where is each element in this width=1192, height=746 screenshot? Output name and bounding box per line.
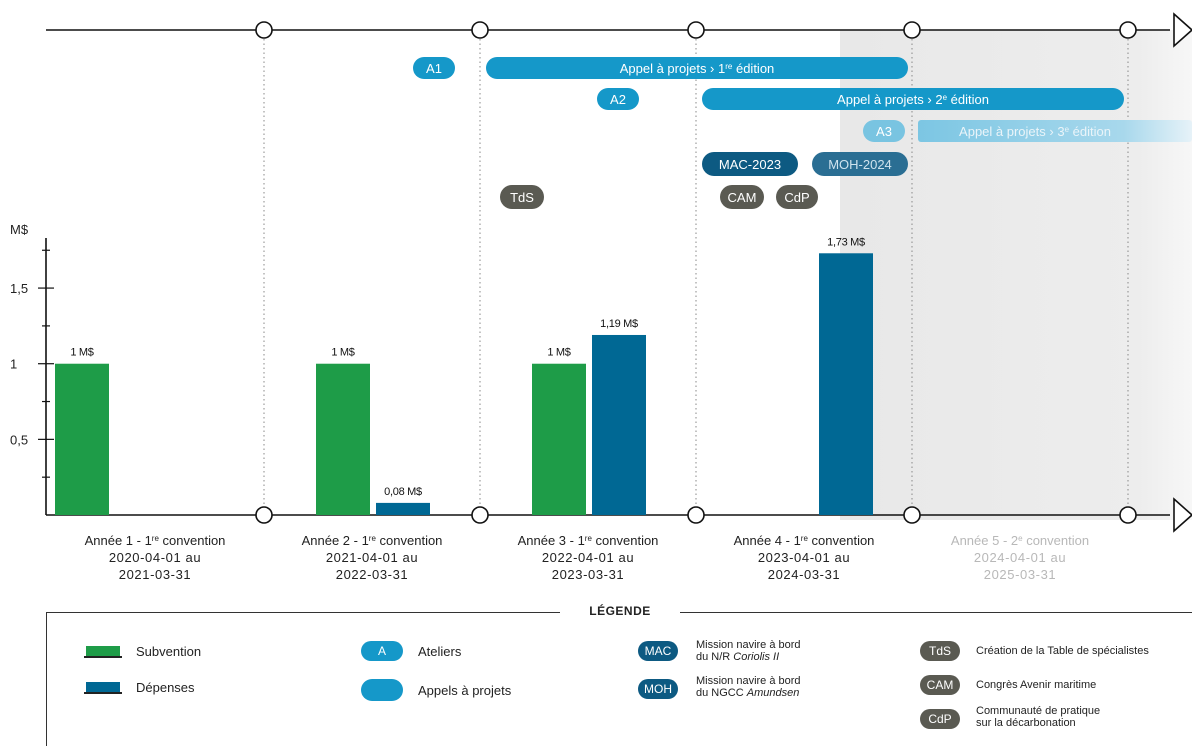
call-for-projects-label: Appel à projets › 2e édition	[837, 92, 989, 107]
call-for-projects-label: Appel à projets › 1re édition	[620, 61, 775, 76]
legend-label-ateliers: Ateliers	[418, 644, 462, 659]
x-category-label-line3: 2024-03-31	[768, 567, 841, 582]
x-category-label-line1: Année 4 - 1re convention	[734, 533, 875, 548]
mission-tag	[702, 152, 798, 176]
legend-cam-tag: CAM	[920, 675, 960, 695]
legend-appels-swatch	[361, 679, 403, 701]
timeline-marker-bottom	[471, 506, 489, 524]
future-period-shading	[840, 30, 1192, 520]
milestone-tag-label: CAM	[728, 190, 757, 205]
x-category-label-line2: 2020-04-01 au	[109, 550, 201, 565]
timeline-marker-top	[1119, 21, 1137, 39]
timeline-marker-bottom	[687, 506, 705, 524]
milestone-tag	[720, 185, 764, 209]
legend-ateliers-tag: A	[361, 641, 403, 661]
x-category-label-line2: 2022-04-01 au	[542, 550, 634, 565]
legend-cdp-tag: CdP	[920, 709, 960, 729]
milestone-tag-label: CdP	[784, 190, 809, 205]
call-for-projects-bar	[702, 88, 1124, 110]
timeline-marker-top	[687, 21, 705, 39]
legend-moh-tag: MOH	[638, 679, 678, 699]
timeline-marker-top	[471, 21, 489, 39]
timeline-top-arrow	[1173, 12, 1192, 48]
legend-tds-tag: TdS	[920, 641, 960, 661]
legend-moh-vessel: Amundsen	[746, 687, 800, 699]
workshop-tag-label: A2	[610, 92, 626, 107]
milestone-tag-label: TdS	[510, 190, 534, 205]
workshop-tag	[413, 57, 455, 79]
timeline-marker-bottom	[1119, 506, 1137, 524]
x-category-label-line1: Année 1 - 1re convention	[85, 533, 226, 548]
bar-depenses	[592, 334, 646, 515]
x-category-label-line2: 2021-04-01 au	[326, 550, 418, 565]
bar-depenses	[819, 253, 873, 516]
milestone-tag	[500, 185, 544, 209]
legend-moh-line1: Mission navire à bord	[696, 675, 801, 687]
bar-subvention	[316, 363, 370, 515]
legend-mac-line1: Mission navire à bord	[696, 639, 801, 651]
mission-tag	[812, 152, 908, 176]
bar-value-label: 1,19 M$	[600, 318, 638, 330]
legend-cdp-line2: sur la décarbonation	[976, 717, 1076, 729]
bar-value-label: 1 M$	[547, 347, 570, 359]
legend-title: LÉGENDE	[560, 604, 680, 618]
y-tick-label: 1	[10, 357, 17, 372]
legend-label-moh: Mission navire à bord du NGCC Amundsen	[696, 675, 801, 699]
mission-tag-label: MAC-2023	[719, 157, 781, 172]
legend-swatch-depenses	[84, 682, 122, 694]
legend-mac-line2: du N/R Coriolis II	[696, 651, 801, 663]
bar-value-label: 1 M$	[331, 347, 354, 359]
y-tick-label: 1,5	[10, 281, 28, 296]
workshop-tag-label: A1	[426, 61, 442, 76]
bar-depenses	[376, 502, 430, 515]
x-axis-arrow	[1173, 497, 1192, 533]
legend-label-subvention: Subvention	[136, 644, 202, 659]
milestone-tag	[776, 185, 818, 209]
legend-mac-tag: MAC	[638, 641, 678, 661]
workshop-tag-label: A3	[876, 124, 892, 139]
x-category-label-line3: 2022-03-31	[336, 567, 409, 582]
legend-label-tds: Création de la Table de spécialistes	[976, 645, 1149, 657]
legend-mac-prefix: du N/R	[696, 651, 734, 663]
x-category-label-line2: 2024-04-01 au	[974, 550, 1066, 565]
mission-tag-label: MOH-2024	[828, 157, 892, 172]
bar-subvention	[55, 363, 109, 515]
legend-cdp-line1: Communauté de pratique	[976, 705, 1101, 717]
bar-value-label: 0,08 M$	[384, 486, 422, 498]
x-category-label-line3: 2025-03-31	[984, 567, 1057, 582]
x-category-label-line3: 2021-03-31	[119, 567, 192, 582]
bar-value-label: 1,73 M$	[827, 236, 865, 248]
y-tick-label: 0,5	[10, 432, 28, 447]
x-category-label-line3: 2023-03-31	[552, 567, 625, 582]
timeline-marker-bottom	[903, 506, 921, 524]
legend-moh-prefix: du NGCC	[696, 687, 747, 699]
x-category-label-line1: Année 3 - 1re convention	[518, 533, 659, 548]
timeline-marker-bottom	[255, 506, 273, 524]
legend-label-appels: Appels à projets	[418, 683, 512, 698]
legend-label-cdp: Communauté de pratique sur la décarbonat…	[976, 705, 1100, 729]
legend-label-mac: Mission navire à bord du N/R Coriolis II	[696, 639, 801, 663]
call-for-projects-bar	[918, 120, 1192, 142]
y-axis-label: M$	[10, 222, 29, 237]
legend-label-cam: Congrès Avenir maritime	[976, 679, 1097, 691]
call-for-projects-label: Appel à projets › 3e édition	[959, 124, 1111, 139]
workshop-tag	[597, 88, 639, 110]
call-for-projects-bar	[486, 57, 908, 79]
bar-subvention	[532, 363, 586, 515]
legend-moh-line2: du NGCC Amundsen	[696, 687, 801, 699]
x-category-label-line1: Année 5 - 2e convention	[951, 533, 1089, 548]
chart-svg: M$ 0,5 1 1,5 1 M$ 1 M$ 0,08 M$ 1 M$ 1,19 M$ 1,73 …	[10, 12, 1192, 582]
timeline-marker-top	[255, 21, 273, 39]
legend-label-depenses: Dépenses	[136, 680, 195, 695]
legend-mac-vessel: Coriolis II	[733, 651, 780, 663]
bar-value-label: 1 M$	[70, 347, 93, 359]
timeline-marker-top	[903, 21, 921, 39]
x-category-label-line1: Année 2 - 1re convention	[302, 533, 443, 548]
legend-swatch-subvention	[84, 646, 122, 658]
x-category-label-line2: 2023-04-01 au	[758, 550, 850, 565]
workshop-tag	[863, 120, 905, 142]
